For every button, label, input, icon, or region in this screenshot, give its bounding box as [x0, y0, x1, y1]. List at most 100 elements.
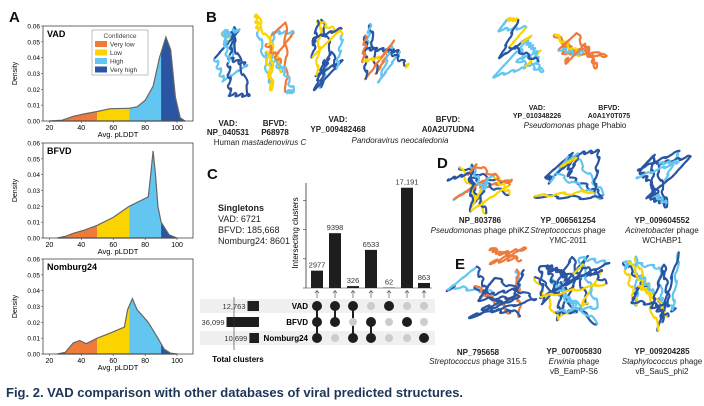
protein-chain-segment — [468, 163, 475, 213]
protein-chain-segment — [656, 251, 680, 332]
structure-id: NP_803786 — [458, 216, 502, 225]
matrix-dot — [367, 302, 375, 310]
density-curve — [49, 35, 186, 122]
protein-chain-segment — [639, 155, 655, 171]
protein-chain-segment — [539, 264, 581, 281]
protein-chain-segment — [576, 148, 601, 156]
singletons-vad: VAD: 6721 — [218, 214, 261, 224]
protein-chain-segment — [593, 150, 601, 193]
protein-chain-segment — [578, 256, 611, 266]
protein-chain-segment — [548, 278, 599, 325]
x-tick-label: 60 — [109, 358, 117, 365]
species-strain: vB_EamP-S6 — [549, 367, 599, 376]
set-label: VAD — [292, 302, 309, 311]
total-clusters-title: Total clusters — [212, 355, 264, 364]
protein-chain-segment — [635, 160, 680, 180]
protein-chain-segment — [230, 31, 251, 98]
y-tick-label: 0.06 — [27, 257, 40, 264]
protein-structure-image — [253, 13, 296, 95]
protein-chain-segment — [549, 154, 571, 184]
structure-db-label: VAD: — [528, 105, 546, 112]
plot-title: VAD — [47, 29, 66, 39]
protein-chain-segment — [534, 189, 596, 198]
protein-chain-segment — [568, 176, 605, 197]
y-tick-label: 0.05 — [27, 39, 40, 46]
protein-chain-segment — [264, 42, 282, 64]
protein-chain-segment — [228, 56, 249, 68]
plot-title: Nomburg24 — [47, 262, 97, 272]
bar-value-label: 326 — [347, 276, 360, 285]
protein-chain-segment — [270, 21, 287, 37]
density-band-high — [129, 52, 162, 121]
y-tick-label: 0.04 — [27, 172, 40, 179]
protein-structure-image — [552, 32, 608, 70]
matrix-dot — [385, 318, 393, 326]
intersection-bar — [365, 249, 377, 288]
protein-chain-segment — [285, 88, 295, 95]
protein-chain-segment — [470, 183, 511, 212]
protein-chain-segment — [468, 176, 511, 197]
protein-chain-segment — [478, 284, 490, 301]
legend-entry: High — [110, 59, 124, 66]
set-label: BFVD — [286, 318, 308, 327]
singletons-bfvd: BFVD: 185,668 — [218, 225, 280, 235]
species-strain: vB_SauS_phi2 — [635, 367, 689, 376]
protein-chain-segment — [633, 255, 640, 307]
singletons-title: Singletons — [218, 203, 265, 213]
protein-chain-segment — [265, 50, 274, 92]
species-label: Staphylococcus phage — [622, 357, 703, 367]
protein-structure-image — [360, 23, 410, 84]
protein-chain-segment — [646, 174, 675, 198]
matrix-dot — [366, 317, 376, 327]
panel-label-e: E — [455, 256, 466, 273]
matrix-dot — [312, 301, 322, 311]
species-italic: Pseudomonas — [430, 226, 482, 235]
structure-id: YP_009482468 — [310, 125, 366, 134]
protein-chain-segment — [575, 32, 598, 70]
matrix-dot — [348, 333, 358, 343]
protein-chain-segment — [511, 269, 525, 301]
x-tick-label: 60 — [109, 242, 117, 249]
protein-chain-segment — [315, 18, 323, 77]
legend-swatch — [95, 58, 107, 64]
protein-chain-segment — [457, 166, 503, 184]
x-axis-label: Avg. pLDDT — [98, 247, 139, 256]
protein-chain-segment — [662, 263, 671, 308]
y-tick-label: 0.04 — [27, 288, 40, 295]
protein-structure-image — [212, 26, 251, 98]
y-axis-label: Density — [12, 294, 19, 318]
protein-chain-segment — [652, 193, 668, 205]
species-text: phage — [574, 357, 600, 366]
protein-chain-segment — [506, 16, 520, 23]
structure-id: P68978 — [261, 128, 289, 137]
total-bar — [249, 333, 259, 343]
matrix-dot — [403, 302, 411, 310]
protein-chain-segment — [404, 62, 410, 69]
protein-chain-segment — [269, 34, 275, 91]
protein-chain-segment — [557, 47, 582, 57]
legend-entry: Very high — [110, 67, 137, 74]
protein-chain-segment — [515, 59, 545, 73]
x-tick-label: 20 — [45, 358, 53, 365]
protein-chain-segment — [637, 284, 655, 296]
x-tick-label: 20 — [45, 242, 53, 249]
density-band-low — [97, 206, 130, 238]
arrow-icon — [404, 289, 410, 298]
protein-chain-segment — [474, 163, 511, 186]
y-tick-label: 0.03 — [27, 188, 40, 195]
structure-id: YP_006561254 — [540, 216, 596, 225]
species-text: phage — [581, 226, 606, 235]
protein-chain-segment — [227, 92, 251, 98]
x-tick-label: 100 — [171, 125, 183, 132]
matrix-dot — [348, 301, 358, 311]
structure-id: A0A2U7UDN4 — [421, 125, 475, 134]
legend-entry: Very low — [110, 42, 135, 49]
protein-chain-segment — [477, 294, 521, 303]
y-tick-label: 0.02 — [27, 320, 40, 327]
protein-chain-segment — [362, 55, 382, 63]
protein-chain-segment — [630, 299, 671, 307]
protein-chain-segment — [652, 153, 669, 208]
protein-structure-image — [622, 251, 681, 332]
density-band-very-high — [161, 222, 178, 238]
upset-plot: Intersecting clusters 2977 9398 326 6533 62 17… — [200, 178, 435, 364]
